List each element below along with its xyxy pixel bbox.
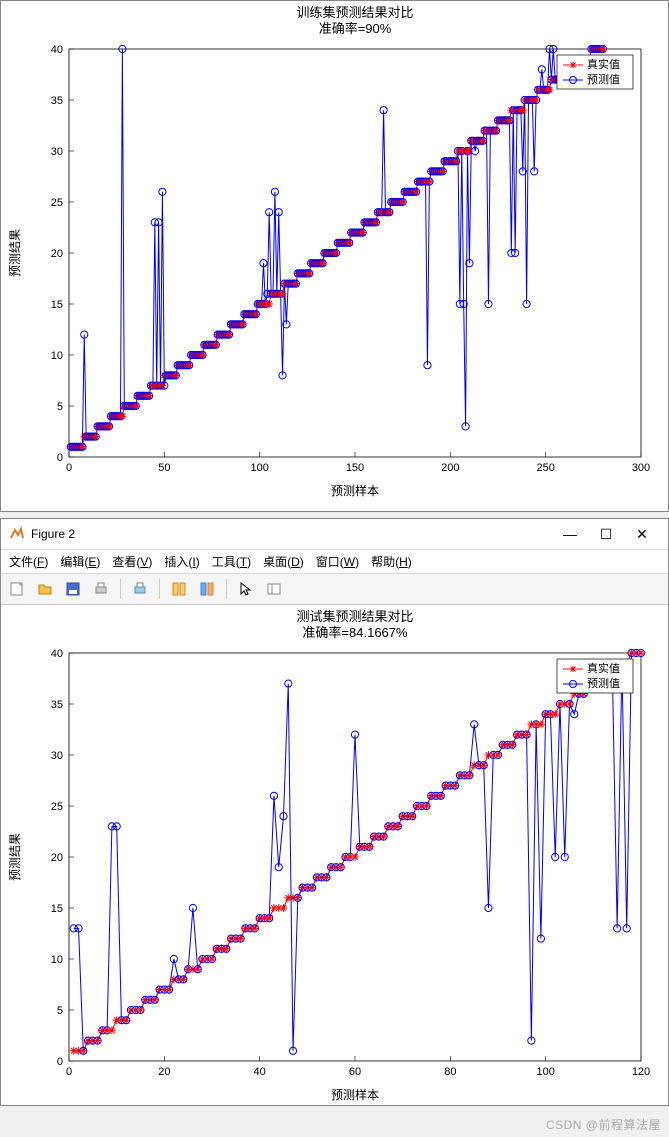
svg-text:预测样本: 预测样本 — [331, 483, 379, 498]
figure-2-menubar: 文件(F) 编辑(E) 查看(V) 插入(I) 工具(T) 桌面(D) 窗口(W) 帮助(H) — [1, 550, 668, 574]
svg-text:真实值: 真实值 — [587, 57, 620, 71]
colorbar-icon[interactable] — [195, 577, 219, 601]
save-icon[interactable] — [61, 577, 85, 601]
menu-item[interactable]: 桌面(D) — [263, 553, 304, 570]
svg-text:预测值: 预测值 — [587, 73, 620, 86]
svg-text:30: 30 — [51, 750, 63, 762]
svg-text:150: 150 — [346, 462, 364, 474]
figure-2-titlebar: Figure 2 — ☐ ✕ — [1, 519, 668, 550]
minimize-button[interactable]: — — [552, 520, 588, 548]
svg-text:40: 40 — [254, 1066, 266, 1078]
svg-text:真实值: 真实值 — [587, 661, 620, 675]
svg-text:预测样本: 预测样本 — [331, 1087, 379, 1102]
figure-2-toolbar — [1, 574, 668, 605]
svg-text:预测值: 预测值 — [587, 677, 620, 690]
svg-text:80: 80 — [444, 1066, 456, 1078]
svg-text:测试集预测结果对比: 测试集预测结果对比 — [296, 609, 413, 624]
svg-text:25: 25 — [51, 197, 63, 209]
svg-text:0: 0 — [66, 1066, 72, 1078]
figure-2-title: Figure 2 — [31, 527, 75, 541]
svg-text:120: 120 — [632, 1066, 650, 1078]
svg-text:准确率=90%: 准确率=90% — [319, 21, 392, 36]
svg-text:0: 0 — [57, 1056, 63, 1068]
svg-text:50: 50 — [158, 462, 170, 474]
print-icon[interactable] — [89, 577, 113, 601]
svg-text:200: 200 — [441, 462, 459, 474]
svg-text:30: 30 — [51, 146, 63, 158]
svg-text:训练集预测结果对比: 训练集预测结果对比 — [296, 5, 413, 20]
pointer-icon[interactable] — [234, 577, 258, 601]
svg-text:40: 40 — [51, 648, 63, 660]
watermark-text: CSDN @前程算法屋 — [546, 1116, 661, 1133]
svg-text:5: 5 — [57, 401, 63, 413]
svg-text:准确率=84.1667%: 准确率=84.1667% — [302, 625, 408, 640]
svg-text:100: 100 — [536, 1066, 554, 1078]
open-icon[interactable] — [33, 577, 57, 601]
svg-text:15: 15 — [51, 903, 63, 915]
svg-text:预测结果: 预测结果 — [8, 229, 22, 277]
svg-text:10: 10 — [51, 350, 63, 362]
maximize-button[interactable]: ☐ — [588, 520, 624, 548]
svg-text:5: 5 — [57, 1005, 63, 1017]
print-preview-icon[interactable] — [128, 577, 152, 601]
svg-text:20: 20 — [51, 248, 63, 260]
menu-item[interactable]: 插入(I) — [164, 553, 199, 570]
menu-item[interactable]: 工具(T) — [212, 553, 251, 570]
matlab-icon — [9, 526, 25, 542]
menu-item[interactable]: 编辑(E) — [60, 553, 100, 570]
svg-text:300: 300 — [632, 462, 650, 474]
menu-item[interactable]: 文件(F) — [9, 553, 48, 570]
menu-item[interactable]: 帮助(H) — [371, 553, 412, 570]
svg-text:35: 35 — [51, 699, 63, 711]
insert-colorbar-icon[interactable] — [262, 577, 286, 601]
svg-text:40: 40 — [51, 44, 63, 56]
svg-text:20: 20 — [158, 1066, 170, 1078]
svg-text:0: 0 — [66, 462, 72, 474]
figure-2-window: Figure 2 — ☐ ✕ 文件(F) 编辑(E) 查看(V) 插入(I) 工具(T)… — [0, 518, 669, 1106]
svg-text:25: 25 — [51, 801, 63, 813]
linked-icon[interactable] — [167, 577, 191, 601]
new-figure-icon[interactable] — [5, 577, 29, 601]
svg-text:预测结果: 预测结果 — [8, 833, 22, 881]
menu-item[interactable]: 查看(V) — [112, 553, 152, 570]
svg-text:10: 10 — [51, 954, 63, 966]
chart2-plot: 0 20 40 60 80 100 120 0 5 10 15 20 25 30 35 40 测试集预测结果对比… — [1, 605, 668, 1105]
close-button[interactable]: ✕ — [624, 520, 660, 548]
svg-text:100: 100 — [250, 462, 268, 474]
svg-text:60: 60 — [349, 1066, 361, 1078]
chart1-plot: 0 50 100 150 200 250 300 0 5 10 15 20 25 30 35 40 训练集预测结… — [1, 1, 668, 501]
svg-text:0: 0 — [57, 452, 63, 464]
menu-item[interactable]: 窗口(W) — [316, 553, 359, 570]
svg-text:250: 250 — [536, 462, 554, 474]
svg-text:15: 15 — [51, 299, 63, 311]
svg-text:35: 35 — [51, 95, 63, 107]
figure-1-panel: ✏ Ａ ⊟ ✋ ⊕ ⊖ ⌂ 05010015020025030005101520… — [0, 0, 669, 512]
svg-text:20: 20 — [51, 852, 63, 864]
